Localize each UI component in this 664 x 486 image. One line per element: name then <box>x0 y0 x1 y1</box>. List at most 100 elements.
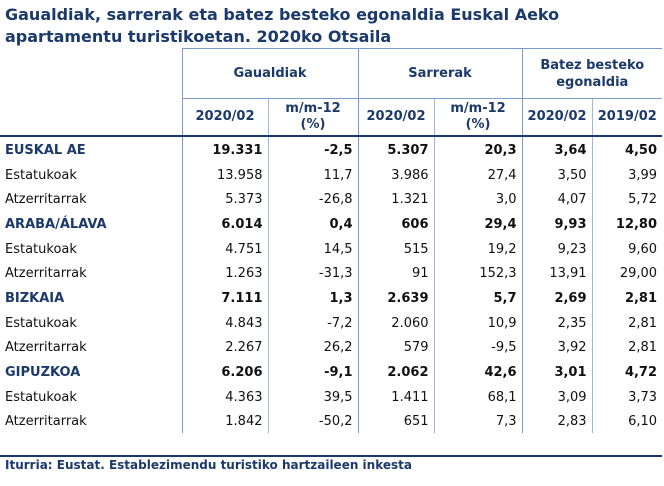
region-row: EUSKAL AE 19.331 -2,5 5.307 20,3 3,64 4,50 <box>0 136 663 163</box>
row-label: Atzerritarrak <box>5 413 87 429</box>
table-cell: -9,1 <box>267 359 359 385</box>
group-header-entries: Sarrerak <box>357 48 523 99</box>
col-stay-current: 2020/02 <box>521 98 593 137</box>
row-label: ARABA/ÁLAVA <box>5 216 107 232</box>
table-cell: 39,5 <box>267 385 359 409</box>
table-cell: 606 <box>357 211 435 237</box>
table-cell: 3,64 <box>521 136 593 163</box>
table-cell: 1.411 <box>357 385 435 409</box>
table-cell: 5,72 <box>591 187 663 211</box>
table-cell: 3.986 <box>357 163 435 187</box>
col-entries-yoy: m/m-12 (%) <box>433 98 523 137</box>
table-row: Atzerritarrak 5.373 -26,8 1.321 3,0 4,07 5,72 <box>0 187 663 211</box>
region-row: GIPUZKOA 6.206 -9,1 2.062 42,6 3,01 4,72 <box>0 359 663 385</box>
table-cell: 1.321 <box>357 187 435 211</box>
table-cell: -2,5 <box>267 136 359 163</box>
table-cell: 7.111 <box>181 285 268 311</box>
table-cell: -7,2 <box>267 311 359 335</box>
table-row: Estatukoak 4.843 -7,2 2.060 10,9 2,35 2,81 <box>0 311 663 335</box>
column-header-row: 2020/02 m/m-12 (%) 2020/02 m/m-12 (%) 20… <box>0 98 663 137</box>
region-row: ARABA/ÁLAVA 6.014 0,4 606 29,4 9,93 12,80 <box>0 211 663 237</box>
row-label: Estatukoak <box>5 389 77 405</box>
table-cell: 3,73 <box>591 385 663 409</box>
col-overnights-yoy: m/m-12 (%) <box>267 98 359 137</box>
bottom-rule <box>0 455 662 457</box>
table-cell: 4.363 <box>181 385 268 409</box>
table-cell: 42,6 <box>433 359 523 385</box>
row-label: Atzerritarrak <box>5 265 87 281</box>
table-cell: 2.267 <box>181 335 268 359</box>
table-cell: 3,09 <box>521 385 593 409</box>
table-cell: 10,9 <box>433 311 523 335</box>
table-cell: 152,3 <box>433 261 523 285</box>
table-cell: -31,3 <box>267 261 359 285</box>
table-cell: 1.842 <box>181 409 268 433</box>
table-cell: -50,2 <box>267 409 359 433</box>
col-entries-period: 2020/02 <box>357 98 435 137</box>
table-cell: 29,00 <box>591 261 663 285</box>
group-header-row: Gaualdiak Sarrerak Batez besteko egonald… <box>0 48 663 99</box>
table-cell: 0,4 <box>267 211 359 237</box>
group-header-average-stay: Batez besteko egonaldia <box>521 48 663 99</box>
table-row: Atzerritarrak 1.842 -50,2 651 7,3 2,83 6,10 <box>0 409 663 433</box>
table-cell: 2.062 <box>357 359 435 385</box>
table-row: Atzerritarrak 2.267 26,2 579 -9,5 3,92 2,81 <box>0 335 663 359</box>
table-row: Estatukoak 4.363 39,5 1.411 68,1 3,09 3,73 <box>0 385 663 409</box>
source-note: Iturria: Eustat. Establezimendu turistik… <box>5 458 412 472</box>
table-cell: 12,80 <box>591 211 663 237</box>
table-cell: 2,83 <box>521 409 593 433</box>
page-title: Gaualdiak, sarrerak eta batez besteko eg… <box>5 5 560 46</box>
table-cell: 6,10 <box>591 409 663 433</box>
table-cell: 1,3 <box>267 285 359 311</box>
table-cell: 4,72 <box>591 359 663 385</box>
group-header-overnights: Gaualdiak <box>181 48 359 99</box>
row-label: Estatukoak <box>5 167 77 183</box>
table-cell: 7,3 <box>433 409 523 433</box>
table-cell: 19.331 <box>181 136 268 163</box>
table-cell: 1.263 <box>181 261 268 285</box>
table-cell: 9,60 <box>591 237 663 261</box>
table-cell: 4,50 <box>591 136 663 163</box>
table-cell: -26,8 <box>267 187 359 211</box>
table-cell: 68,1 <box>433 385 523 409</box>
table-cell: 4.751 <box>181 237 268 261</box>
table-cell: 515 <box>357 237 435 261</box>
table-cell: 3,0 <box>433 187 523 211</box>
row-label: EUSKAL AE <box>5 142 86 158</box>
table-cell: 3,50 <box>521 163 593 187</box>
table-cell: 651 <box>357 409 435 433</box>
table-cell: -9,5 <box>433 335 523 359</box>
table-cell: 2,81 <box>591 335 663 359</box>
row-label: Atzerritarrak <box>5 191 87 207</box>
table-cell: 4,07 <box>521 187 593 211</box>
table-cell: 5,7 <box>433 285 523 311</box>
table-cell: 14,5 <box>267 237 359 261</box>
table-row: Atzerritarrak 1.263 -31,3 91 152,3 13,91 29,00 <box>0 261 663 285</box>
table-cell: 20,3 <box>433 136 523 163</box>
table-cell: 29,4 <box>433 211 523 237</box>
table-cell: 5.307 <box>357 136 435 163</box>
table-row: Estatukoak 13.958 11,7 3.986 27,4 3,50 3,99 <box>0 163 663 187</box>
table-cell: 2.639 <box>357 285 435 311</box>
table-cell: 3,01 <box>521 359 593 385</box>
table-cell: 6.206 <box>181 359 268 385</box>
row-label: Estatukoak <box>5 315 77 331</box>
row-label: BIZKAIA <box>5 290 65 306</box>
table-cell: 91 <box>357 261 435 285</box>
table-row: Estatukoak 4.751 14,5 515 19,2 9,23 9,60 <box>0 237 663 261</box>
table-cell: 2,81 <box>591 311 663 335</box>
table-cell: 5.373 <box>181 187 268 211</box>
table-cell: 3,92 <box>521 335 593 359</box>
table-cell: 4.843 <box>181 311 268 335</box>
table-body: EUSKAL AE 19.331 -2,5 5.307 20,3 3,64 4,50 Esta… <box>0 136 663 433</box>
table-cell: 13,91 <box>521 261 593 285</box>
col-overnights-period: 2020/02 <box>181 98 268 137</box>
table-cell: 2,81 <box>591 285 663 311</box>
table-cell: 3,99 <box>591 163 663 187</box>
row-label: Estatukoak <box>5 241 77 257</box>
table-cell: 27,4 <box>433 163 523 187</box>
table-cell: 26,2 <box>267 335 359 359</box>
table-cell: 2,35 <box>521 311 593 335</box>
region-row: BIZKAIA 7.111 1,3 2.639 5,7 2,69 2,81 <box>0 285 663 311</box>
